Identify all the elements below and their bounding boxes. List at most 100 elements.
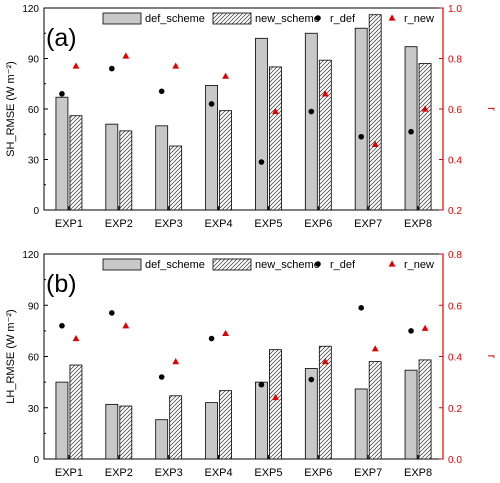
- y2-tick-label: 1.0: [448, 4, 462, 15]
- bar-def_scheme-EXP5: [255, 381, 268, 460]
- bar-new_scheme-EXP5: [269, 66, 282, 211]
- x-tick-label-EXP6: EXP6: [304, 467, 332, 478]
- panel-label: (b): [46, 270, 77, 298]
- legend-item-r_def: r_def: [315, 13, 356, 25]
- bar-new_scheme-EXP6: [318, 59, 332, 211]
- point-r_new-EXP8: [421, 105, 429, 112]
- y2-tick-label: 0.0: [448, 455, 462, 466]
- legend-label-def_scheme: def_scheme: [145, 13, 205, 25]
- y2-axis-label: r: [485, 355, 499, 359]
- point-r_new-EXP4: [222, 72, 229, 79]
- point-r_new-EXP6: [321, 90, 329, 97]
- y-tick-label: 120: [22, 250, 39, 261]
- y2-tick-label: 0.8: [448, 55, 462, 66]
- legend-item-new_scheme: new_scheme: [212, 12, 320, 25]
- x-tick-label-EXP3: EXP3: [155, 467, 183, 478]
- point-r_def-EXP1: [59, 322, 65, 329]
- point-r_def-EXP5: [258, 381, 265, 388]
- legend-swatch-r_new: [388, 260, 396, 267]
- y-axis-label: LH_RMSE (W m⁻²): [5, 309, 17, 403]
- legend-label-r_new: r_new: [404, 259, 434, 271]
- bar-new_scheme-EXP7: [368, 361, 382, 460]
- bar-def_scheme-EXP2: [105, 403, 119, 460]
- point-r_new-EXP1: [72, 334, 80, 342]
- y2-tick-label: 0.8: [448, 250, 462, 261]
- bar-new_scheme-EXP8: [418, 359, 432, 460]
- point-r_def-EXP2: [109, 310, 115, 316]
- point-r_def-EXP7: [358, 305, 364, 311]
- point-r_def-EXP6: [308, 108, 315, 115]
- point-r_def-EXP3: [158, 88, 165, 95]
- y2-axis-label: r: [485, 107, 499, 111]
- x-tick-label-EXP5: EXP5: [254, 467, 282, 478]
- bar-new_scheme-EXP5: [269, 349, 282, 460]
- y2-tick-label: 0.2: [448, 206, 462, 217]
- legend-swatch-r_def: [315, 15, 321, 21]
- chart-panel-2: EXP1 EXP2 EXP3 EXP4 EXP5 EXP6 EXP7 EXP8 0 30 60 90 1…: [5, 250, 499, 479]
- bar-def_scheme-EXP8: [404, 46, 418, 211]
- bar-new_scheme-EXP6: [318, 345, 332, 460]
- legend-label-new_scheme: new_scheme: [255, 13, 320, 25]
- bar-new_scheme-EXP3: [169, 145, 183, 211]
- point-r_def-EXP4: [208, 335, 215, 342]
- point-r_new-EXP6: [321, 358, 329, 365]
- bar-new_scheme-EXP4: [219, 110, 232, 211]
- bar-def_scheme-EXP1: [55, 381, 69, 460]
- legend-item-r_def: r_def: [315, 259, 356, 271]
- point-r_new-EXP3: [172, 358, 180, 365]
- bar-def_scheme-EXP5: [255, 37, 268, 211]
- y-tick-label: 30: [28, 404, 40, 415]
- x-tick-label-EXP1: EXP1: [55, 467, 83, 478]
- bar-def_scheme-EXP1: [55, 96, 69, 211]
- legend-swatch-new_scheme: [212, 258, 252, 271]
- plot-area: [43, 7, 444, 211]
- bar-def_scheme-EXP8: [404, 369, 418, 460]
- x-tick-label-EXP7: EXP7: [354, 218, 382, 230]
- point-r_new-EXP7: [371, 140, 379, 147]
- legend-swatch-r_def: [315, 261, 321, 267]
- point-r_def-EXP8: [408, 128, 414, 135]
- bar-def_scheme-EXP4: [205, 402, 218, 460]
- y-tick-label: 60: [28, 353, 40, 364]
- bar-new_scheme-EXP2: [119, 405, 133, 460]
- x-tick-label-EXP2: EXP2: [105, 467, 133, 478]
- y-axis-label: SH_RMSE (W m⁻²): [5, 61, 17, 157]
- legend-label-r_def: r_def: [330, 13, 356, 25]
- bar-new_scheme-EXP4: [219, 390, 232, 460]
- point-r_new-EXP2: [122, 52, 130, 59]
- point-r_def-EXP2: [109, 65, 115, 72]
- point-r_def-EXP7: [358, 133, 364, 140]
- bar-new_scheme-EXP1: [69, 364, 83, 460]
- y2-tick-label: 0.4: [448, 156, 462, 167]
- point-r_new-EXP7: [371, 345, 379, 352]
- y2-tick-label: 0.6: [448, 105, 462, 116]
- x-tick-label-EXP4: EXP4: [204, 218, 232, 230]
- point-r_new-EXP2: [122, 322, 130, 329]
- point-r_new-EXP5: [272, 393, 279, 401]
- legend-item-new_scheme: new_scheme: [212, 258, 320, 271]
- y-tick-label: 0: [33, 455, 39, 466]
- x-tick-label-EXP5: EXP5: [254, 218, 282, 230]
- y-tick-label: 0: [33, 206, 39, 217]
- legend-label-r_new: r_new: [404, 13, 434, 25]
- x-tick-label-EXP8: EXP8: [404, 218, 432, 230]
- panel-label: (a): [46, 24, 77, 52]
- legend-swatch-def_scheme: [102, 12, 142, 25]
- bar-def_scheme-EXP2: [105, 123, 119, 211]
- x-tick-label-EXP4: EXP4: [204, 467, 232, 478]
- point-r_new-EXP8: [421, 324, 429, 331]
- point-r_def-EXP8: [408, 328, 414, 334]
- y-tick-label: 60: [28, 105, 40, 116]
- point-r_new-EXP1: [72, 62, 80, 69]
- y-tick-label: 120: [22, 4, 39, 15]
- x-tick-label-EXP1: EXP1: [55, 218, 83, 230]
- bar-def_scheme-EXP7: [354, 27, 368, 211]
- legend-item-def_scheme: def_scheme: [102, 12, 205, 25]
- bar-def_scheme-EXP7: [354, 388, 368, 460]
- x-tick-label-EXP2: EXP2: [105, 218, 133, 230]
- y-tick-label: 90: [28, 55, 40, 66]
- y-tick-label: 90: [28, 301, 40, 312]
- bar-new_scheme-EXP1: [69, 115, 83, 211]
